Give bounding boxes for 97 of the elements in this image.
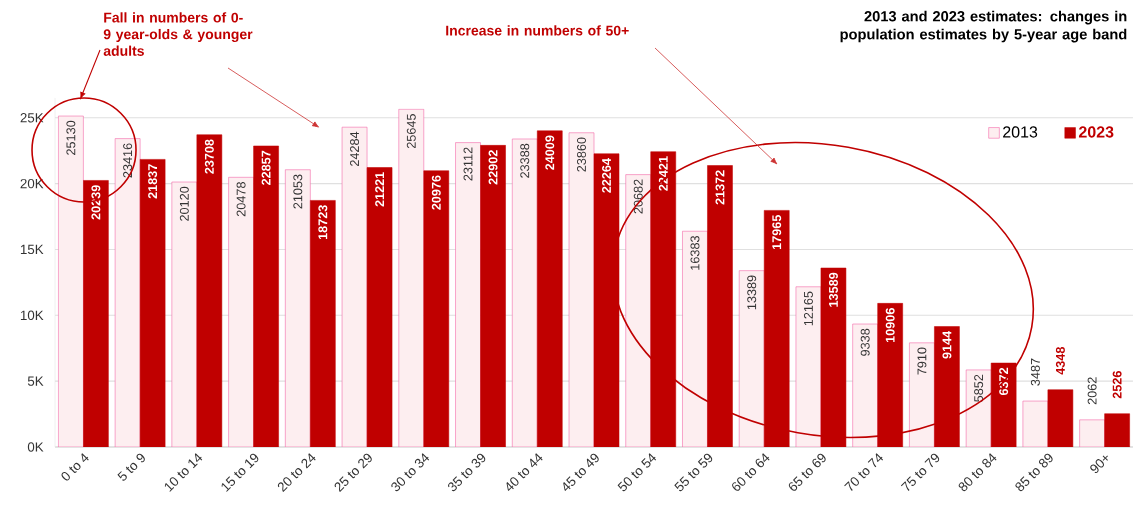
data-label: 20478 (236, 182, 246, 217)
bar (480, 145, 506, 447)
data-label: 24009 (545, 135, 555, 170)
data-label: 2526 (1112, 371, 1122, 399)
data-label: 22857 (261, 150, 271, 186)
data-label: 12165 (803, 291, 813, 326)
data-label: 10906 (885, 308, 895, 343)
data-label: 23860 (577, 137, 586, 172)
text: Fall in numbers of 0-9 year-olds & younger adults (103, 12, 253, 56)
x-tick-label: 45 to 49 (563, 453, 599, 491)
legend-label: 2023 (1078, 126, 1114, 138)
data-label: 24284 (350, 131, 360, 167)
y-tick-label: 10K (20, 310, 44, 320)
data-label: 23708 (204, 139, 214, 174)
data-label: 18723 (318, 205, 328, 240)
chart-title: 2013 and 2023 estimates: changes in population estimates by 5-year age band (840, 10, 1127, 43)
x-tick-label: 85 to 89 (1015, 453, 1053, 492)
data-label: 9144 (942, 330, 952, 359)
bar (909, 342, 935, 447)
y-tick-label: 25K (20, 113, 44, 123)
y-tick-label: 5K (27, 376, 44, 386)
bar (398, 108, 425, 447)
bar (965, 369, 992, 447)
x-tick-label: 30 to 34 (391, 453, 430, 492)
bar (285, 169, 311, 447)
data-label: 7910 (917, 347, 927, 375)
bar (341, 126, 368, 447)
bar (114, 138, 141, 447)
bar (512, 138, 538, 447)
data-label: 23416 (123, 143, 133, 178)
data-label: 21221 (375, 172, 384, 207)
bar (738, 270, 765, 447)
bar (310, 200, 336, 447)
data-label: 6372 (999, 367, 1009, 396)
x-tick-label: 65 to 69 (788, 453, 826, 491)
x-tick-label: 25 to 29 (334, 453, 372, 493)
bar (228, 177, 254, 447)
bar (366, 167, 393, 447)
data-label: 20682 (633, 179, 643, 214)
bar (852, 323, 878, 447)
x-tick-label: 5 to 9 (117, 453, 145, 481)
data-label: 25645 (406, 114, 416, 149)
bar (1104, 413, 1130, 447)
data-label: 22902 (488, 150, 498, 185)
y-tick-label: 20K (20, 178, 44, 189)
y-tick-label: 0K (27, 442, 44, 452)
data-label: 3487 (1030, 358, 1040, 386)
bar (455, 142, 481, 447)
legend-label: 2013 (1003, 126, 1038, 138)
bar (537, 130, 563, 447)
data-label: 2062 (1087, 377, 1097, 405)
x-tick-label: 15 to 19 (221, 453, 259, 492)
data-label: 21837 (148, 164, 158, 199)
x-tick-label: 35 to 39 (448, 453, 486, 492)
data-label: 17965 (772, 215, 782, 250)
data-label: 22421 (658, 156, 668, 191)
bar (568, 132, 595, 447)
data-label: 9338 (860, 328, 870, 356)
data-label: 5852 (974, 374, 984, 402)
bar (171, 181, 198, 447)
bar (423, 170, 450, 447)
data-label: 23112 (463, 147, 473, 181)
x-tick-label: 0 to 4 (61, 453, 89, 481)
data-label: 13589 (828, 272, 838, 307)
x-tick-label: 50 to 54 (617, 453, 657, 492)
bar (253, 145, 279, 447)
data-label: 13389 (747, 275, 757, 310)
x-tick-label: 75 to 79 (900, 453, 940, 491)
bar (795, 286, 822, 447)
data-label: 25130 (66, 120, 76, 155)
y-tick-label: 15K (20, 244, 44, 255)
data-label: 20976 (431, 175, 441, 210)
x-tick-label: 80 to 84 (958, 453, 997, 492)
bar (1079, 419, 1105, 447)
x-tick-label: 90+ (1090, 455, 1108, 474)
x-tick-label: 40 to 44 (506, 453, 543, 491)
x-tick-label: 55 to 59 (674, 453, 713, 492)
bar (196, 134, 223, 447)
bar (1047, 389, 1074, 447)
bar (58, 115, 84, 447)
x-tick-label: 70 to 74 (844, 453, 884, 491)
x-tick-label: 10 to 14 (164, 453, 203, 492)
data-label: 22264 (602, 158, 611, 193)
data-label: 21053 (293, 174, 303, 209)
data-label: 21372 (715, 170, 725, 205)
data-label: 4348 (1055, 347, 1065, 375)
bar (625, 174, 652, 447)
text: Increase in numbers of 50+ (446, 25, 629, 36)
data-label: 20120 (179, 186, 189, 221)
bar (682, 230, 708, 447)
data-label: 16383 (690, 236, 700, 270)
bar (139, 159, 166, 447)
x-tick-label: 20 to 24 (277, 453, 316, 493)
x-tick-label: 60 to 64 (732, 453, 770, 491)
bar (1022, 400, 1049, 447)
data-label: 20239 (91, 185, 101, 220)
data-label: 23388 (520, 143, 530, 178)
